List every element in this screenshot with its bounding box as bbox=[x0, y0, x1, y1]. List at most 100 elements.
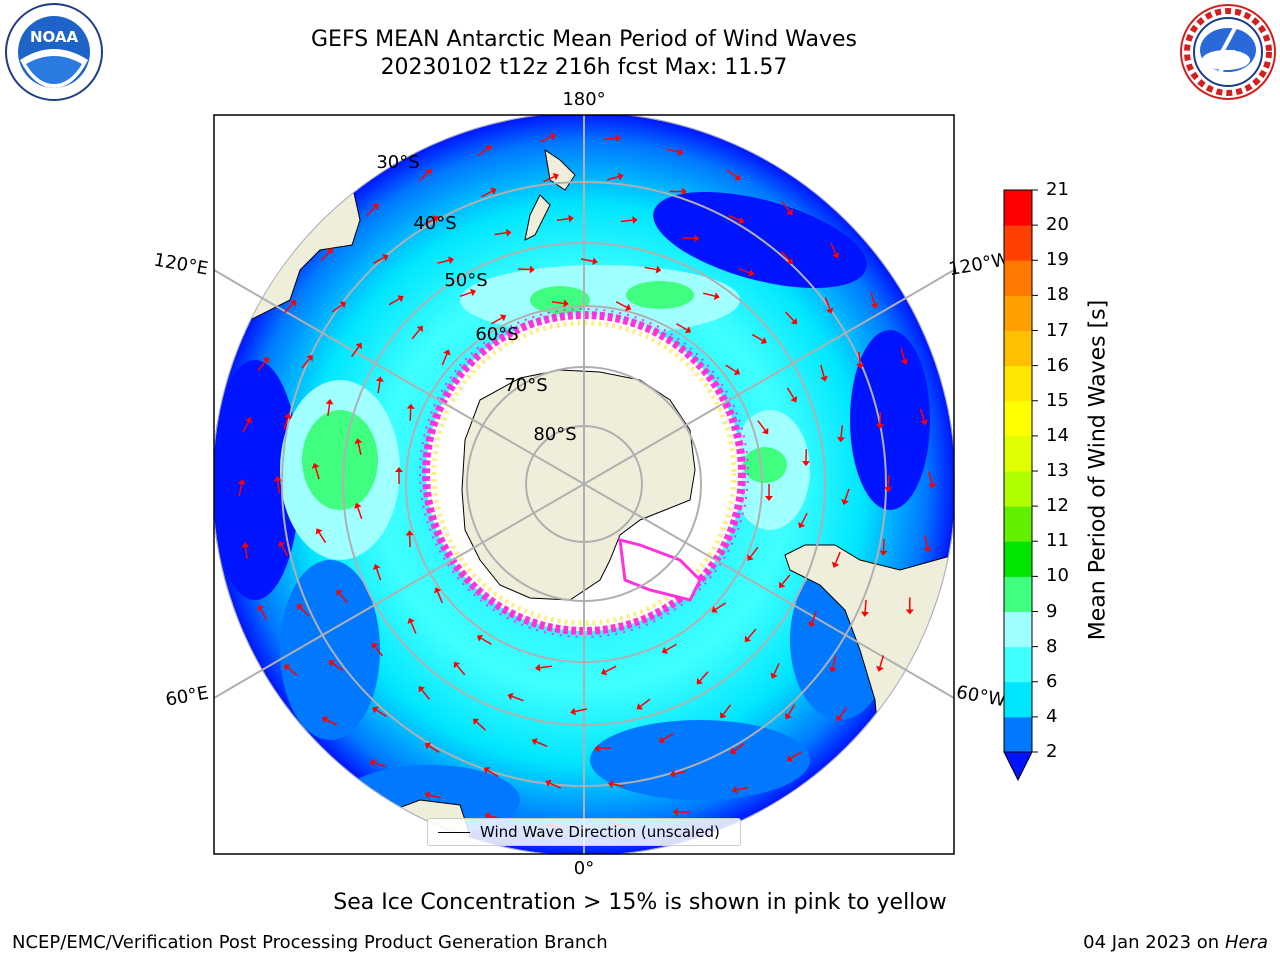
wind-wave-arrow bbox=[242, 421, 250, 433]
wind-wave-arrowhead bbox=[244, 417, 253, 424]
wind-wave-arrow bbox=[375, 568, 382, 581]
wind-wave-arrowhead bbox=[315, 528, 323, 535]
lat-label-60S: 60°S bbox=[475, 324, 518, 345]
map-area bbox=[214, 115, 954, 854]
wind-wave-arrow bbox=[781, 574, 791, 585]
legend-line-icon bbox=[438, 831, 470, 833]
chart-title: GEFS MEAN Antarctic Mean Period of Wind … bbox=[311, 27, 857, 52]
colorbar-segment bbox=[1004, 260, 1032, 296]
wind-wave-arrow bbox=[411, 329, 421, 340]
wind-wave-arrow bbox=[331, 304, 343, 313]
wind-wave-arrow bbox=[481, 190, 493, 198]
wind-wave-arrow bbox=[612, 783, 625, 788]
wind-wave-arrowhead bbox=[296, 604, 304, 611]
wind-wave-arrow bbox=[357, 442, 362, 455]
wind-wave-arrow bbox=[780, 251, 791, 261]
wind-wave-arrowhead bbox=[289, 300, 297, 307]
wind-wave-arrow bbox=[551, 301, 564, 305]
wind-wave-arrowhead bbox=[713, 292, 720, 300]
wind-wave-arrow bbox=[543, 175, 555, 183]
wind-wave-arrowhead bbox=[784, 712, 792, 720]
colorbar-extend-triangle bbox=[1003, 751, 1033, 782]
wind-wave-arrowhead bbox=[761, 427, 769, 435]
wind-wave-arrowhead bbox=[306, 354, 313, 362]
wind-wave-arrowhead bbox=[747, 554, 754, 561]
wind-wave-arrow bbox=[676, 323, 688, 331]
wind-wave-arrow bbox=[858, 351, 861, 364]
wind-wave-arrowhead bbox=[861, 611, 869, 617]
wind-wave-arrow bbox=[749, 546, 759, 558]
wind-wave-arrowhead bbox=[876, 423, 885, 429]
colorbar-segment bbox=[1004, 611, 1032, 648]
wind-wave-arrowhead bbox=[731, 785, 738, 794]
wind-wave-arrowhead bbox=[443, 349, 451, 356]
wind-wave-arrow bbox=[900, 348, 906, 361]
wind-wave-arrowhead bbox=[684, 326, 692, 334]
wind-wave-arrowhead bbox=[325, 399, 334, 405]
wind-wave-arrowhead bbox=[284, 664, 291, 671]
wind-wave-arrowhead bbox=[531, 738, 538, 746]
colorbar-segment bbox=[1004, 576, 1032, 612]
wind-wave-arrowhead bbox=[760, 336, 767, 344]
wind-wave-arrow bbox=[726, 169, 738, 178]
wind-wave-arrow bbox=[357, 507, 363, 520]
wind-wave-arrow bbox=[374, 646, 384, 657]
wind-wave-arrowhead bbox=[808, 621, 816, 628]
colorbar-tick-label: 19 bbox=[1046, 249, 1069, 271]
wind-wave-arrow bbox=[314, 467, 320, 480]
wind-wave-arrow bbox=[277, 480, 280, 493]
wind-wave-arrow bbox=[844, 488, 850, 501]
wind-wave-arrowhead bbox=[339, 301, 346, 309]
wind-wave-arrowhead bbox=[568, 214, 574, 223]
wind-wave-arrow bbox=[674, 770, 687, 775]
wind-wave-arrow bbox=[388, 298, 400, 306]
colorbar-tick-label: 12 bbox=[1046, 495, 1069, 517]
wind-wave-arrow bbox=[299, 607, 310, 617]
wind-wave-arrowhead bbox=[837, 436, 845, 443]
wind-wave-arrowhead bbox=[677, 148, 684, 156]
wind-wave-arrow bbox=[373, 256, 385, 264]
wind-wave-arrowhead bbox=[730, 747, 737, 754]
wind-wave-arrow bbox=[725, 364, 737, 373]
credit-left: NCEP/EMC/Verification Post Processing Pr… bbox=[12, 932, 608, 953]
wind-wave-arrowhead bbox=[355, 342, 362, 350]
wind-wave-arrow bbox=[487, 769, 499, 778]
wind-wave-arrowhead bbox=[549, 133, 556, 141]
wind-wave-arrow bbox=[260, 608, 268, 620]
credit-right: 04 Jan 2023 on Hera bbox=[1083, 932, 1268, 953]
colorbar-tick-label: 21 bbox=[1046, 179, 1069, 200]
wind-wave-arrowhead bbox=[669, 769, 676, 778]
wind-wave-arrowhead bbox=[624, 303, 632, 311]
wind-wave-arrowhead bbox=[311, 462, 320, 469]
wind-wave-arrowhead bbox=[563, 299, 569, 308]
colorbar bbox=[1003, 189, 1038, 782]
wind-wave-arrow bbox=[480, 637, 492, 645]
wind-wave-arrowhead bbox=[535, 663, 541, 672]
wind-wave-arrow bbox=[339, 592, 348, 604]
wind-wave-arrowhead bbox=[923, 546, 932, 553]
wind-wave-arrowhead bbox=[615, 134, 621, 143]
lat-label-50S: 50°S bbox=[444, 270, 487, 291]
lat-label-40S: 40°S bbox=[413, 213, 456, 234]
credit-date: 04 Jan 2023 on bbox=[1083, 932, 1225, 953]
colorbar-tick-label: 8 bbox=[1046, 635, 1058, 657]
noaa-logo-icon: NOAA bbox=[5, 3, 103, 101]
colorbar-tick-label: 6 bbox=[1046, 670, 1058, 692]
wind-wave-arrowhead bbox=[507, 692, 514, 701]
colorbar-segment bbox=[1004, 646, 1032, 683]
wind-wave-arrowhead bbox=[273, 475, 282, 482]
wind-wave-arrowhead bbox=[490, 187, 497, 195]
colorbar-segment bbox=[1004, 681, 1032, 718]
wind-wave-arrow bbox=[830, 242, 837, 255]
wind-wave-arrow bbox=[715, 602, 727, 611]
colorbar-segment bbox=[1004, 471, 1032, 507]
legend-label: Wind Wave Direction (unscaled) bbox=[480, 823, 720, 841]
wind-wave-arrowhead bbox=[326, 248, 333, 255]
wind-wave-arrowhead bbox=[372, 563, 381, 571]
wind-wave-arrow bbox=[332, 662, 343, 671]
wind-wave-arrowhead bbox=[395, 467, 403, 472]
wind-wave-arrow bbox=[301, 358, 311, 369]
wind-wave-arrow bbox=[580, 258, 594, 262]
lon-label-120E: 120°E bbox=[152, 249, 210, 279]
wind-wave-arrowhead bbox=[879, 550, 888, 556]
